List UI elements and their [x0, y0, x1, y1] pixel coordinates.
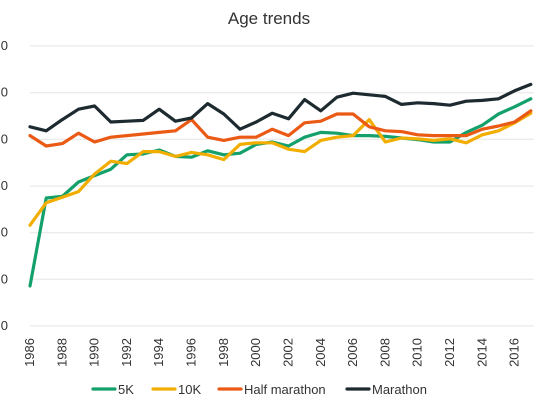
- legend-label: Half marathon: [244, 382, 326, 397]
- y-tick-label: 0: [1, 178, 8, 193]
- series-line-half-marathon: [28, 109, 533, 148]
- series-line-5k: [28, 97, 533, 288]
- x-tick-label: 2016: [507, 338, 522, 367]
- x-tick-label: 2006: [345, 338, 360, 367]
- grid-lines: [30, 45, 534, 327]
- x-tick-label: 2010: [410, 338, 425, 367]
- series-lines: [28, 82, 533, 288]
- y-tick-label: 0: [1, 85, 8, 100]
- x-tick-label: 2004: [313, 338, 328, 367]
- x-tick-label: 1988: [54, 338, 69, 367]
- x-tick-label: 1992: [119, 338, 134, 367]
- x-tick-label: 2014: [474, 338, 489, 367]
- legend: 5K 10K Half marathon Marathon: [91, 382, 427, 397]
- legend-label: Marathon: [372, 382, 427, 397]
- y-tick-label: 0: [1, 318, 8, 333]
- series-line-marathon: [28, 82, 533, 133]
- y-tick-label: 0: [1, 271, 8, 286]
- legend-label: 10K: [178, 382, 201, 397]
- x-tick-label: 2000: [248, 338, 263, 367]
- x-tick-label: 2012: [442, 338, 457, 367]
- x-tick-label: 1996: [184, 338, 199, 367]
- x-tick-label: 1986: [22, 338, 37, 367]
- y-axis-ticks: 0 0 0 0 0 0 0: [1, 38, 8, 333]
- x-tick-label: 2002: [280, 338, 295, 367]
- x-tick-label: 2008: [377, 338, 392, 367]
- y-tick-label: 0: [1, 225, 8, 240]
- y-tick-label: 0: [1, 38, 8, 53]
- x-axis-ticks: 1986 1988 1990 1992 1994 1996 1998 2000 2002 2004…: [22, 338, 522, 367]
- chart-title: Age trends: [228, 9, 310, 28]
- x-tick-label: 1998: [216, 338, 231, 367]
- x-tick-label: 1990: [87, 338, 102, 367]
- y-tick-label: 0: [1, 131, 8, 146]
- legend-label: 5K: [118, 382, 134, 397]
- x-tick-label: 1994: [151, 338, 166, 367]
- series-line-10k: [28, 111, 533, 227]
